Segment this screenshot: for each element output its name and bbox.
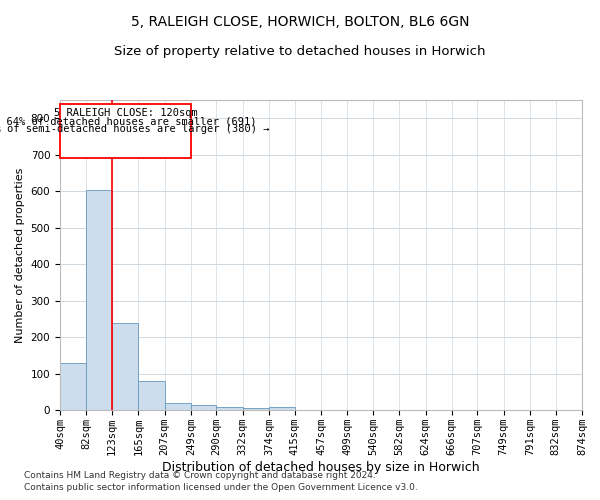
Bar (138, 381, 164, 410)
Bar (164, 404, 191, 410)
Text: Contains HM Land Registry data © Crown copyright and database right 2024.: Contains HM Land Registry data © Crown c… (24, 471, 376, 480)
Bar (112, 323, 138, 410)
Bar (60, 104, 191, 158)
Bar (243, 408, 269, 410)
Text: 5 RALEIGH CLOSE: 120sqm: 5 RALEIGH CLOSE: 120sqm (53, 108, 197, 118)
Text: Size of property relative to detached houses in Horwich: Size of property relative to detached ho… (114, 45, 486, 58)
Y-axis label: Number of detached properties: Number of detached properties (15, 168, 25, 342)
Bar (191, 405, 217, 410)
Bar (60, 364, 86, 410)
Text: 35% of semi-detached houses are larger (380) →: 35% of semi-detached houses are larger (… (0, 124, 269, 134)
Bar (269, 407, 295, 410)
Text: Contains public sector information licensed under the Open Government Licence v3: Contains public sector information licen… (24, 484, 418, 492)
Bar (86, 190, 112, 410)
Bar (217, 406, 243, 410)
Text: 5, RALEIGH CLOSE, HORWICH, BOLTON, BL6 6GN: 5, RALEIGH CLOSE, HORWICH, BOLTON, BL6 6… (131, 15, 469, 29)
Text: ← 64% of detached houses are smaller (691): ← 64% of detached houses are smaller (69… (0, 116, 257, 126)
X-axis label: Distribution of detached houses by size in Horwich: Distribution of detached houses by size … (162, 460, 480, 473)
